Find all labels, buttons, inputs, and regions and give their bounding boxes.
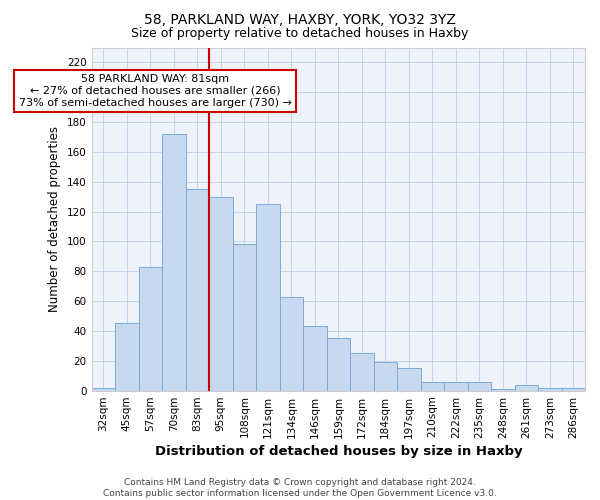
Bar xyxy=(467,382,491,390)
Text: Contains HM Land Registry data © Crown copyright and database right 2024.
Contai: Contains HM Land Registry data © Crown c… xyxy=(103,478,497,498)
Bar xyxy=(233,244,256,390)
Bar xyxy=(374,362,397,390)
Bar xyxy=(350,354,374,391)
Bar xyxy=(303,326,326,390)
Bar xyxy=(326,338,350,390)
Bar xyxy=(280,296,303,390)
Bar xyxy=(115,324,139,390)
Text: 58, PARKLAND WAY, HAXBY, YORK, YO32 3YZ: 58, PARKLAND WAY, HAXBY, YORK, YO32 3YZ xyxy=(144,12,456,26)
Bar xyxy=(491,389,515,390)
Bar xyxy=(421,382,444,390)
Bar xyxy=(185,189,209,390)
Bar xyxy=(92,388,115,390)
Text: 58 PARKLAND WAY: 81sqm
← 27% of detached houses are smaller (266)
73% of semi-de: 58 PARKLAND WAY: 81sqm ← 27% of detached… xyxy=(19,74,292,108)
Bar xyxy=(538,388,562,390)
Bar xyxy=(256,204,280,390)
Bar xyxy=(562,388,585,390)
Bar xyxy=(444,382,467,390)
Bar xyxy=(397,368,421,390)
Bar xyxy=(162,134,185,390)
Text: Size of property relative to detached houses in Haxby: Size of property relative to detached ho… xyxy=(131,28,469,40)
Bar xyxy=(139,267,162,390)
Bar xyxy=(209,196,233,390)
Y-axis label: Number of detached properties: Number of detached properties xyxy=(49,126,61,312)
Bar xyxy=(515,384,538,390)
X-axis label: Distribution of detached houses by size in Haxby: Distribution of detached houses by size … xyxy=(155,444,522,458)
